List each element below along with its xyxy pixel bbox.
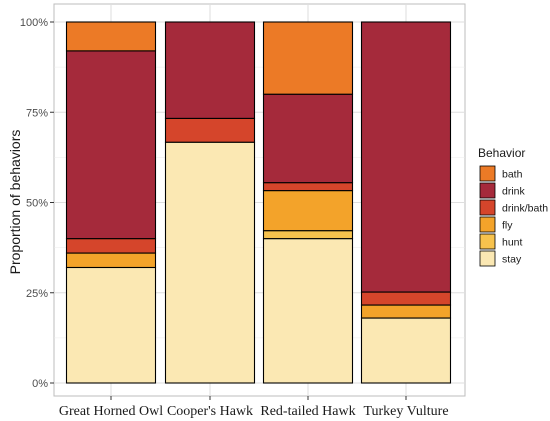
- bar-segment-drink: [360, 21, 452, 293]
- bar-segment-drink-bath: [164, 117, 256, 143]
- y-tick-label: 100%: [20, 17, 48, 29]
- legend-swatch: [479, 216, 496, 233]
- bar-segment-stay: [65, 266, 157, 384]
- y-tick-label: 75%: [26, 107, 48, 119]
- legend-item: fly: [479, 216, 513, 233]
- legend-label: bath: [502, 169, 523, 181]
- legend-label: stay: [502, 254, 522, 266]
- legend-swatch: [479, 250, 496, 267]
- legend-label: drink: [502, 186, 526, 198]
- legend: Behavior bath drink drink/bath fly hunt stay: [478, 146, 548, 267]
- bar-segment-bath: [262, 21, 354, 95]
- bar-segment-stay: [262, 238, 354, 384]
- legend-swatch: [479, 182, 496, 199]
- x-tick-label: Cooper's Hawk: [167, 404, 253, 419]
- bars-layer: [65, 21, 452, 384]
- bar-segment-hunt: [262, 230, 354, 240]
- y-tick-label: 25%: [26, 288, 48, 300]
- x-tick-label: Great Horned Owl: [59, 404, 163, 419]
- legend-swatch: [479, 199, 496, 216]
- y-tick-label: 0%: [32, 378, 48, 390]
- bar-segment-drink: [65, 50, 157, 240]
- legend-item: stay: [479, 250, 522, 267]
- bar-segment-drink-bath: [360, 291, 452, 306]
- legend-item: bath: [479, 165, 523, 182]
- y-axis-ticks: 0% 25% 50% 75% 100%: [20, 17, 54, 390]
- legend-title: Behavior: [478, 146, 525, 160]
- bar-segment-drink: [164, 21, 256, 119]
- legend-label: fly: [502, 220, 513, 232]
- bar-stack: [262, 21, 354, 384]
- legend-swatch: [479, 165, 496, 182]
- bar-segment-drink: [262, 93, 354, 184]
- legend-item: drink/bath: [479, 199, 548, 216]
- bar-stack: [65, 21, 157, 384]
- y-tick-label: 50%: [26, 198, 48, 210]
- bar-segment-drink-bath: [65, 238, 157, 254]
- x-tick-label: Turkey Vulture: [363, 404, 448, 419]
- legend-item: drink: [479, 182, 526, 199]
- bar-segment-stay: [164, 141, 256, 384]
- bar-stack: [360, 21, 452, 384]
- legend-items: bath drink drink/bath fly hunt stay: [479, 165, 548, 267]
- legend-label: drink/bath: [502, 203, 548, 215]
- bar-segment-fly: [360, 304, 452, 319]
- bar-segment-bath: [65, 21, 157, 52]
- bar-segment-fly: [262, 190, 354, 232]
- bar-segment-stay: [360, 317, 452, 384]
- bar-segment-fly: [65, 252, 157, 269]
- legend-item: hunt: [479, 233, 523, 250]
- x-axis-ticks: Great Horned Owl Cooper's Hawk Red-tailed …: [59, 396, 449, 419]
- x-tick-label: Red-tailed Hawk: [260, 404, 355, 419]
- legend-label: hunt: [502, 237, 523, 249]
- legend-swatch: [479, 233, 496, 250]
- bar-segment-drink-bath: [262, 182, 354, 192]
- bar-stack: [164, 21, 256, 384]
- y-axis-title: Proportion of behaviors: [7, 130, 23, 275]
